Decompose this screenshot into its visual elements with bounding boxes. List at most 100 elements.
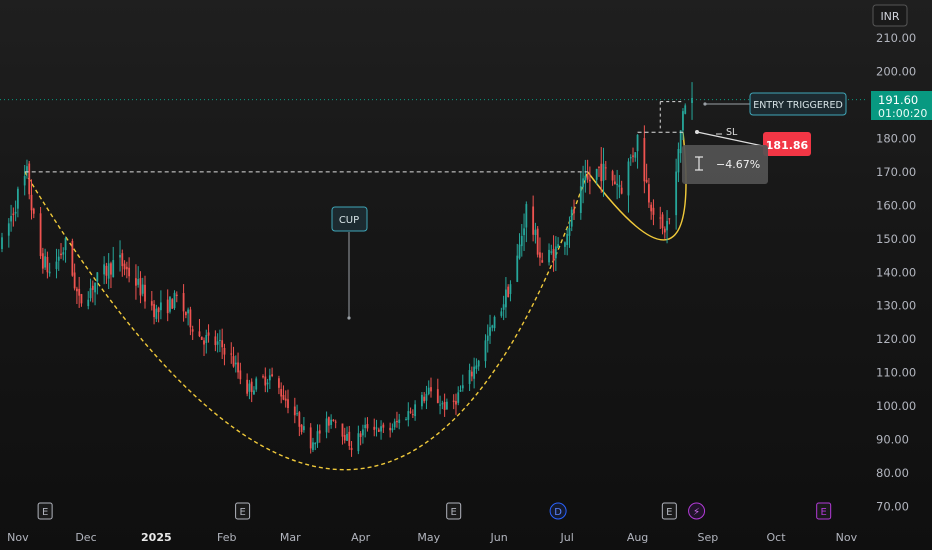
- candle-body[interactable]: [443, 401, 446, 410]
- candle-body[interactable]: [284, 398, 287, 401]
- candle-body[interactable]: [620, 187, 623, 194]
- candle-body[interactable]: [60, 253, 62, 256]
- candle-body[interactable]: [668, 218, 671, 220]
- candle-body[interactable]: [539, 252, 541, 258]
- candle-body[interactable]: [564, 242, 566, 247]
- candle-body[interactable]: [219, 339, 221, 341]
- candle-body[interactable]: [414, 404, 417, 417]
- candle-body[interactable]: [268, 375, 271, 381]
- candle-body[interactable]: [44, 256, 47, 268]
- candle-body[interactable]: [470, 371, 473, 377]
- candle-body[interactable]: [348, 431, 351, 446]
- candle-body[interactable]: [520, 236, 523, 247]
- candle-body[interactable]: [316, 431, 319, 444]
- candle-body[interactable]: [595, 168, 598, 180]
- candle-body[interactable]: [184, 312, 187, 316]
- candle-body[interactable]: [318, 430, 321, 434]
- candle-body[interactable]: [280, 389, 283, 397]
- candle-body[interactable]: [153, 304, 155, 318]
- candle-body[interactable]: [87, 299, 90, 307]
- candle-body[interactable]: [582, 178, 584, 188]
- candle-body[interactable]: [296, 413, 298, 415]
- candle-body[interactable]: [327, 417, 330, 426]
- candle-body[interactable]: [157, 307, 160, 313]
- candle-body[interactable]: [135, 278, 137, 286]
- earnings-event-icon[interactable]: [446, 502, 462, 520]
- candle-body[interactable]: [425, 393, 428, 401]
- candle-body[interactable]: [618, 184, 621, 188]
- candle-body[interactable]: [262, 376, 264, 378]
- candle-body[interactable]: [507, 286, 510, 298]
- candle-body[interactable]: [200, 336, 203, 340]
- candle-body[interactable]: [123, 263, 126, 270]
- candle-body[interactable]: [602, 163, 605, 181]
- candle-body[interactable]: [636, 134, 639, 152]
- candle-body[interactable]: [675, 171, 678, 216]
- candle-body[interactable]: [105, 265, 108, 276]
- candle-body[interactable]: [121, 253, 124, 267]
- candle-body[interactable]: [139, 278, 142, 296]
- candle-body[interactable]: [253, 390, 255, 395]
- candle-body[interactable]: [366, 424, 369, 429]
- candle-body[interactable]: [516, 255, 519, 282]
- candle-body[interactable]: [659, 217, 662, 219]
- candle-body[interactable]: [652, 207, 655, 215]
- candle-body[interactable]: [159, 302, 162, 311]
- candle-body[interactable]: [389, 427, 392, 431]
- candle-body[interactable]: [684, 105, 687, 114]
- candle-body[interactable]: [1, 237, 3, 249]
- candle-body[interactable]: [350, 447, 353, 451]
- candle-body[interactable]: [346, 433, 348, 441]
- candle-body[interactable]: [484, 340, 487, 362]
- candle-body[interactable]: [584, 175, 587, 181]
- candle-body[interactable]: [548, 249, 550, 263]
- candle-body[interactable]: [309, 427, 312, 449]
- candle-body[interactable]: [457, 392, 460, 403]
- candle-body[interactable]: [682, 111, 684, 131]
- candle-body[interactable]: [216, 341, 219, 345]
- candle-body[interactable]: [534, 229, 537, 236]
- candle-body[interactable]: [364, 424, 367, 429]
- earnings-event-icon[interactable]: [816, 502, 832, 520]
- candle-body[interactable]: [502, 304, 505, 310]
- candle-body[interactable]: [26, 166, 28, 173]
- candle-body[interactable]: [554, 246, 557, 259]
- candle-body[interactable]: [500, 311, 503, 316]
- candle-body[interactable]: [137, 279, 140, 285]
- candle-body[interactable]: [380, 426, 382, 432]
- candle-body[interactable]: [46, 256, 49, 273]
- dividend-event-icon[interactable]: [549, 502, 567, 520]
- candle-body[interactable]: [645, 179, 648, 183]
- candle-body[interactable]: [312, 442, 314, 450]
- candle-body[interactable]: [455, 401, 457, 405]
- candle-body[interactable]: [613, 181, 616, 185]
- candle-body[interactable]: [629, 157, 632, 159]
- candle-body[interactable]: [552, 249, 555, 261]
- currency-box[interactable]: [872, 4, 908, 27]
- candle-body[interactable]: [234, 362, 237, 365]
- candle-body[interactable]: [205, 335, 208, 343]
- candle-body[interactable]: [39, 213, 42, 257]
- candle-body[interactable]: [32, 208, 35, 214]
- candle-body[interactable]: [509, 284, 512, 294]
- candle-body[interactable]: [23, 176, 26, 186]
- candle-body[interactable]: [677, 148, 680, 173]
- candle-body[interactable]: [278, 378, 280, 388]
- candle-body[interactable]: [475, 365, 478, 369]
- candle-body[interactable]: [144, 284, 146, 302]
- candle-body[interactable]: [80, 294, 83, 304]
- earnings-event-icon[interactable]: [235, 502, 251, 520]
- candle-body[interactable]: [14, 211, 17, 214]
- risk-box[interactable]: [682, 145, 768, 184]
- candle-body[interactable]: [382, 424, 385, 428]
- candle-body[interactable]: [393, 421, 396, 428]
- candle-body[interactable]: [187, 309, 190, 314]
- candle-body[interactable]: [441, 403, 444, 405]
- candle-body[interactable]: [604, 167, 607, 169]
- candle-body[interactable]: [155, 308, 158, 319]
- candle-body[interactable]: [493, 316, 496, 329]
- candle-body[interactable]: [16, 188, 19, 209]
- candle-body[interactable]: [627, 161, 630, 196]
- candle-body[interactable]: [396, 420, 398, 423]
